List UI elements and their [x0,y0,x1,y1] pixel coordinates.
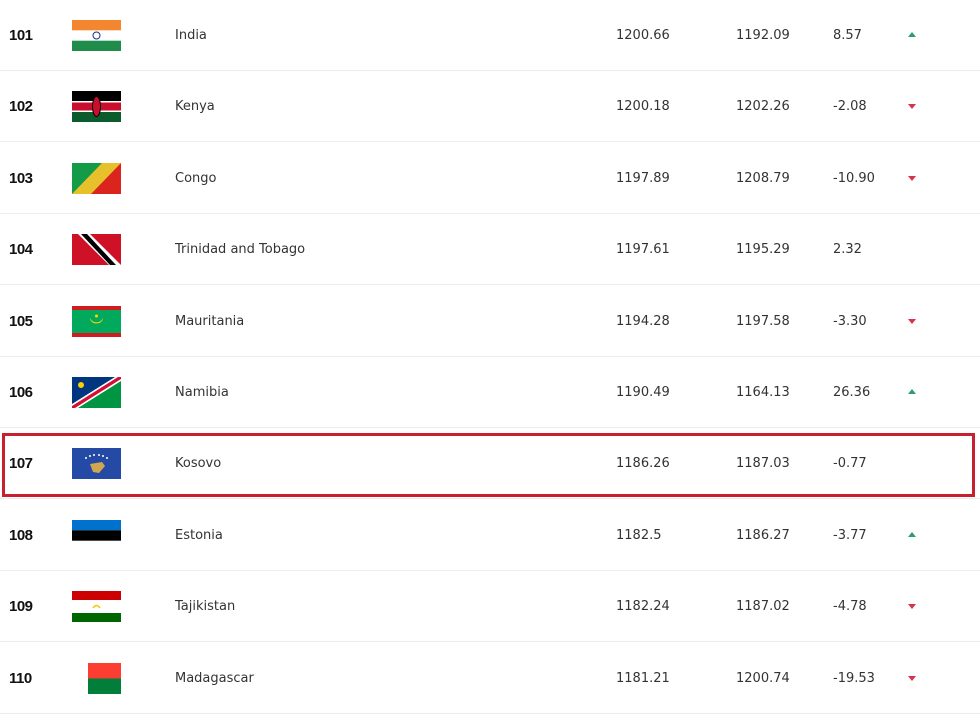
arrow-up-icon [908,32,916,37]
points-change: 8.57 [833,28,862,43]
table-row[interactable]: 103 Congo 1197.89 1208.79 -10.90 [0,143,980,214]
previous-points: 1187.03 [736,456,790,472]
table-row[interactable]: 106 Namibia 1190.49 1164.13 26.36 [0,357,980,428]
total-points: 1182.24 [616,599,670,615]
points-change: -3.77 [833,527,867,543]
table-row[interactable]: 107 Kosovo 1186.26 1187.03 -0.77 [0,428,980,500]
total-points: 1186.26 [616,456,670,472]
table-row[interactable]: 101 India 1200.66 1192.09 8.57 [0,0,980,71]
previous-points: 1197.58 [736,313,790,329]
total-points: 1194.28 [616,313,670,329]
rank: 102 [9,98,33,116]
points-change: 26.36 [833,385,871,400]
points-change: 2.32 [833,242,862,258]
previous-points: 1208.79 [736,170,790,186]
country-name[interactable]: Tajikistan [175,599,236,615]
mauritania-flag-icon [72,305,121,337]
country-name[interactable]: Mauritania [175,313,245,329]
previous-points: 1202.26 [736,99,790,115]
table-row[interactable]: 110 Madagascar 1181.21 1200.74 -19.53 [0,643,980,714]
total-points: 1200.18 [616,99,670,115]
rank: 101 [9,27,33,44]
table-row[interactable]: 105 Mauritania 1194.28 1197.58 -3.30 [0,286,980,357]
arrow-up-icon [908,389,916,394]
country-name[interactable]: Madagascar [175,670,254,686]
trinidad-and-tobago-flag-icon [72,234,121,266]
kosovo-flag-icon [72,448,121,480]
previous-points: 1186.27 [736,527,790,543]
arrow-down-icon [908,104,916,110]
points-change: -3.30 [833,313,867,329]
country-name[interactable]: Congo [175,170,217,186]
rank: 103 [9,169,33,187]
total-points: 1197.61 [616,242,670,258]
previous-points: 1187.02 [736,599,790,615]
country-name[interactable]: Trinidad and Tobago [175,242,306,258]
kenya-flag-icon [72,91,121,123]
arrow-down-icon [908,175,916,181]
points-change: -10.90 [833,170,875,186]
estonia-flag-icon [72,519,121,551]
points-change: -19.53 [833,670,875,686]
previous-points: 1200.74 [736,670,790,686]
points-change: -4.78 [833,599,867,615]
table-row[interactable]: 102 Kenya 1200.18 1202.26 -2.08 [0,71,980,143]
congo-flag-icon [72,162,121,194]
total-points: 1181.21 [616,670,670,686]
table-row[interactable]: 108 Estonia 1182.5 1186.27 -3.77 [0,500,980,571]
country-name[interactable]: India [175,28,207,43]
tajikistan-flag-icon [72,591,121,623]
arrow-down-icon [908,318,916,324]
arrow-up-icon [908,531,916,537]
madagascar-flag-icon [72,662,121,694]
rank: 109 [9,598,33,616]
rank: 106 [9,384,33,401]
india-flag-icon [72,20,121,51]
table-row[interactable]: 104 Trinidad and Tobago 1197.61 1195.29 … [0,214,980,286]
previous-points: 1192.09 [736,28,790,43]
total-points: 1197.89 [616,170,670,186]
points-change: -0.77 [833,456,867,472]
rank: 105 [9,312,33,330]
total-points: 1182.5 [616,527,662,543]
total-points: 1200.66 [616,28,670,43]
namibia-flag-icon [72,377,121,408]
arrow-down-icon [908,675,916,681]
total-points: 1190.49 [616,385,670,400]
country-name[interactable]: Kenya [175,99,215,115]
previous-points: 1195.29 [736,242,790,258]
country-name[interactable]: Kosovo [175,456,222,472]
country-name[interactable]: Namibia [175,385,229,400]
previous-points: 1164.13 [736,385,790,400]
country-name[interactable]: Estonia [175,527,223,543]
rank: 108 [9,526,33,544]
rank: 104 [9,241,33,259]
rank: 110 [9,669,32,687]
arrow-down-icon [908,604,916,610]
rank: 107 [9,455,33,473]
table-row[interactable]: 109 Tajikistan 1182.24 1187.02 -4.78 [0,571,980,643]
points-change: -2.08 [833,99,867,115]
